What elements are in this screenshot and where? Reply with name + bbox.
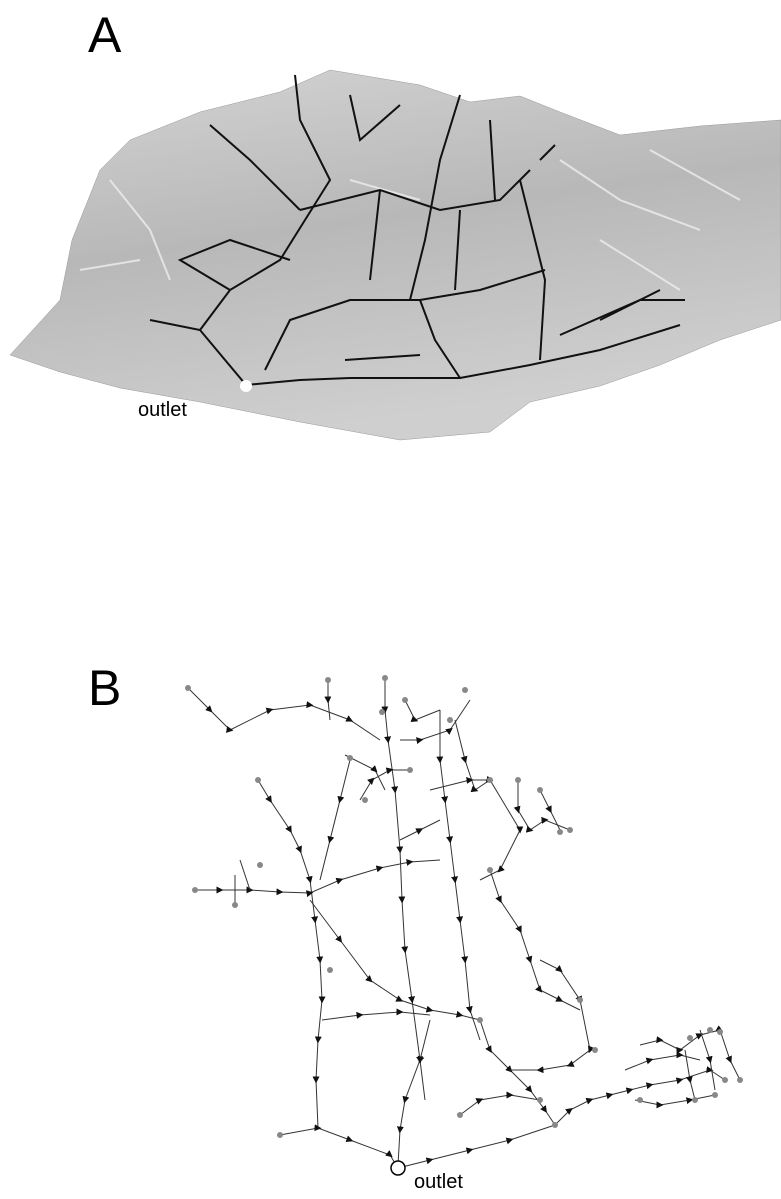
annotation: outlet (414, 1171, 463, 1193)
panel-label: B (88, 660, 121, 716)
outlet-marker (391, 1161, 405, 1175)
terrain (10, 70, 781, 440)
node-dots (185, 675, 743, 1138)
panel-b: B (88, 660, 743, 1193)
panel-a: A outlet (10, 7, 781, 440)
network (188, 680, 740, 1168)
panel-label: A (88, 7, 122, 63)
outlet-marker (240, 380, 252, 392)
figure: A outlet B (0, 0, 781, 1199)
annotation: outlet (138, 399, 187, 421)
